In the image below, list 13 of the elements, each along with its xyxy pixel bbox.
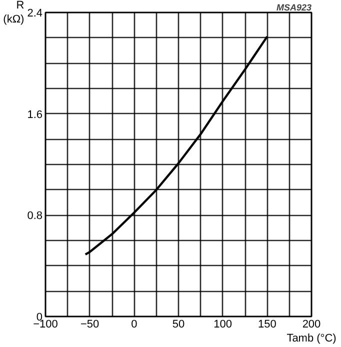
y-tick-label: 0.8 <box>27 210 43 222</box>
x-tick-label: 100 <box>214 318 232 330</box>
x-tick-label: 200 <box>302 318 321 330</box>
y-tick-label: 2.4 <box>27 8 43 20</box>
x-tick-label: −100 <box>33 318 58 330</box>
y-tick-label: 1.6 <box>27 108 43 121</box>
y-axis-title: R (kΩ) <box>3 0 24 26</box>
x-tick-label: 0 <box>131 318 138 330</box>
x-axis-title: Tamb (°C) <box>286 332 336 344</box>
x-tick-label: 50 <box>172 318 185 330</box>
x-tick-label: −50 <box>80 318 100 330</box>
annotation: MSA923 <box>276 2 312 12</box>
x-tick-label: 150 <box>258 318 276 330</box>
